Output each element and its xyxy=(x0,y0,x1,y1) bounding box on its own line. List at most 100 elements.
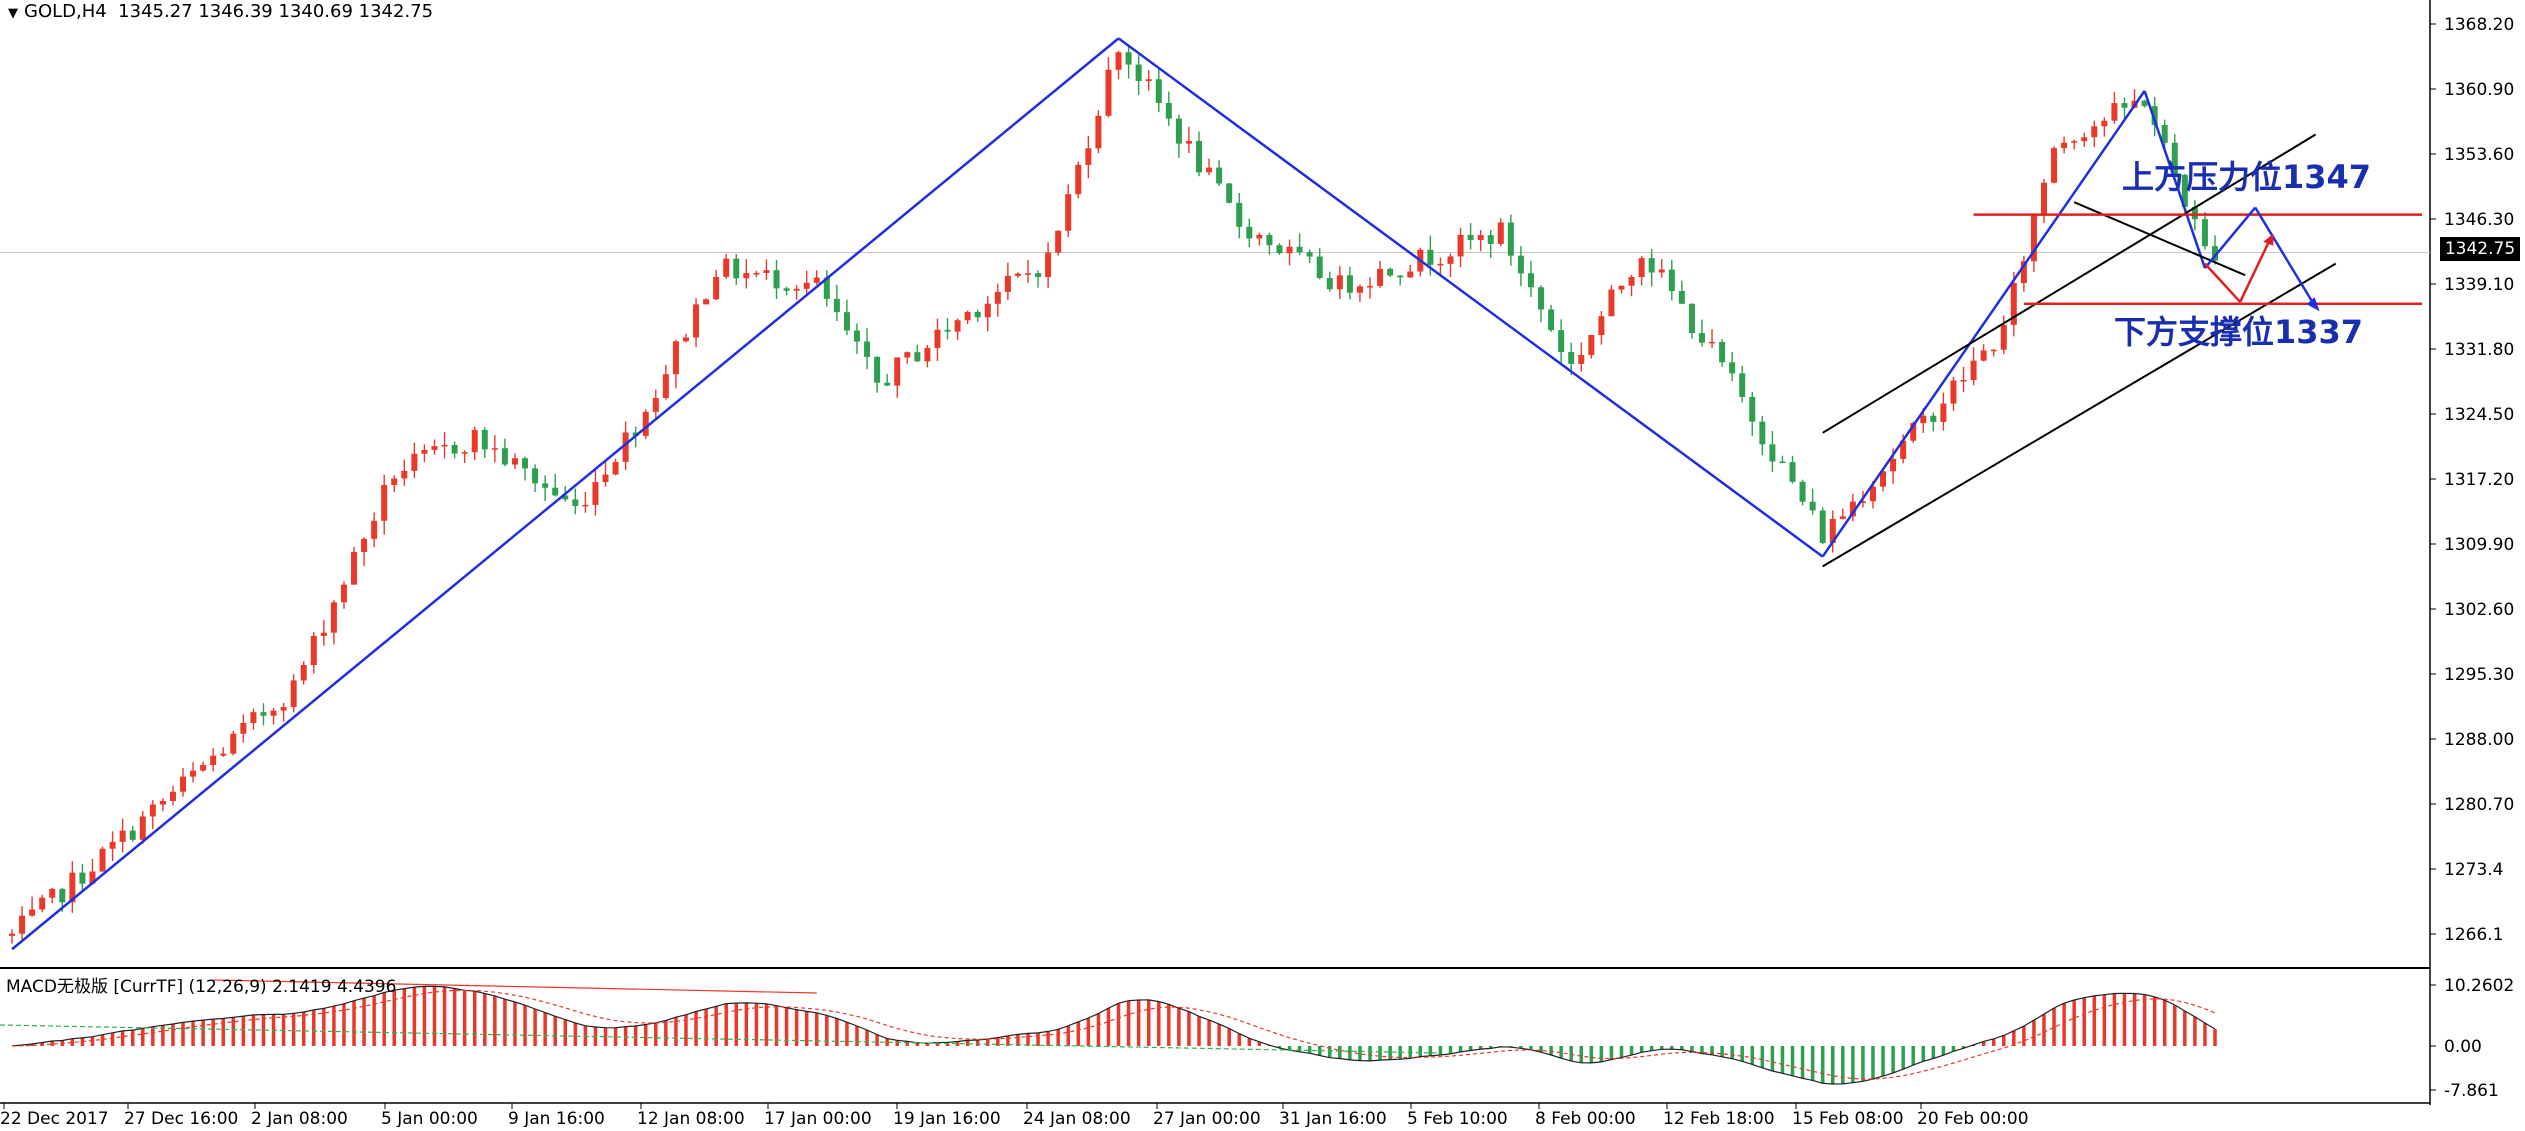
candle-body xyxy=(622,432,629,462)
x-tick-label: 19 Jan 16:00 xyxy=(893,1109,1001,1127)
candle-body xyxy=(421,449,428,454)
candle-body xyxy=(1487,235,1494,244)
candle-body xyxy=(1477,235,1484,240)
candle-body xyxy=(572,499,579,506)
candle-body xyxy=(1286,246,1293,254)
y-tick-label: 1302.60 xyxy=(2444,600,2514,620)
macd-tick-label: 0.00 xyxy=(2444,1037,2482,1057)
candle-body xyxy=(1165,102,1172,119)
candle-body xyxy=(793,288,800,291)
candle-body xyxy=(1135,64,1142,82)
candle-body xyxy=(1367,285,1374,288)
candle-body xyxy=(1910,423,1917,441)
candle-body xyxy=(2121,103,2128,108)
candle-body xyxy=(280,707,287,711)
macd-support-line xyxy=(0,1024,1441,1054)
candle-body xyxy=(1296,246,1303,253)
candle-body xyxy=(1527,273,1534,288)
candle-body xyxy=(773,270,780,289)
candle-body xyxy=(612,461,619,475)
x-tick-label: 22 Dec 2017 xyxy=(0,1109,109,1127)
candle-body xyxy=(682,337,689,342)
candle-body xyxy=(823,277,830,299)
candle-body xyxy=(1457,234,1464,257)
candle-body xyxy=(39,897,46,910)
candle-body xyxy=(783,288,790,291)
candle-body xyxy=(79,872,86,884)
candle-body xyxy=(1638,258,1645,277)
macd-signal-line xyxy=(11,989,2216,1080)
candle-body xyxy=(944,329,951,332)
candle-body xyxy=(1316,256,1323,279)
candle-body xyxy=(1719,341,1726,363)
candle-body xyxy=(1437,263,1444,266)
candle-body xyxy=(210,755,217,766)
candle-body xyxy=(1859,501,1866,503)
trend-line-up xyxy=(11,37,1120,951)
candle-body xyxy=(1206,167,1213,173)
x-tick-label: 27 Dec 16:00 xyxy=(124,1109,238,1127)
candle-body xyxy=(2081,137,2088,142)
candle-body xyxy=(1829,518,1836,544)
candle-body xyxy=(361,538,368,552)
candle-body xyxy=(260,712,267,716)
candle-body xyxy=(1799,481,1806,502)
candle-body xyxy=(1688,303,1695,334)
candle-body xyxy=(330,602,337,633)
candle-body xyxy=(481,429,488,450)
candle-body xyxy=(1588,335,1595,356)
candle-body xyxy=(542,483,549,488)
candle-body xyxy=(713,276,720,300)
candle-body xyxy=(240,722,247,734)
candle-body xyxy=(2000,324,2007,350)
y-tick-label: 1324.50 xyxy=(2444,405,2514,425)
candle-body xyxy=(351,551,358,585)
projection-up-segment xyxy=(2203,206,2257,269)
candle-body xyxy=(1950,380,1957,404)
candle-body xyxy=(491,448,498,450)
candle-body xyxy=(864,341,871,357)
macd-line xyxy=(11,985,2216,1085)
candle-body xyxy=(964,311,971,321)
candle-body xyxy=(642,411,649,436)
candle-body xyxy=(1507,222,1514,256)
y-tick-label: 1280.70 xyxy=(2444,795,2514,815)
candle-body xyxy=(1226,183,1233,203)
candle-body xyxy=(431,446,438,450)
candle-body xyxy=(139,816,146,840)
candle-body xyxy=(59,888,66,903)
candle-body xyxy=(904,352,911,358)
candle-body xyxy=(562,495,569,500)
candle-body xyxy=(1940,403,1947,422)
candle-body xyxy=(1035,273,1042,277)
candle-body xyxy=(1377,268,1384,286)
candle-body xyxy=(89,871,96,884)
candle-body xyxy=(582,504,589,507)
candle-body xyxy=(1890,458,1897,472)
y-tick-label: 1331.80 xyxy=(2444,340,2514,360)
candle-body xyxy=(1004,275,1011,292)
candle-body xyxy=(1739,373,1746,397)
candle-body xyxy=(1467,234,1474,240)
candle-body xyxy=(833,298,840,313)
y-tick-label: 1317.20 xyxy=(2444,470,2514,490)
candle-body xyxy=(1769,444,1776,462)
candle-body xyxy=(159,800,166,805)
y-tick-label: 1339.10 xyxy=(2444,275,2514,295)
candle-body xyxy=(1246,226,1253,239)
candle-body xyxy=(1115,52,1122,70)
macd-divergence-line xyxy=(213,979,817,994)
y-tick-label: 1266.1 xyxy=(2444,925,2503,945)
candle-body xyxy=(371,520,378,539)
candle-body xyxy=(1668,269,1675,291)
candle-body xyxy=(2111,103,2118,121)
candle-body xyxy=(180,776,187,792)
x-tick-label: 15 Feb 08:00 xyxy=(1792,1109,1904,1127)
candle-body xyxy=(1387,268,1394,276)
candle-body xyxy=(149,804,156,817)
candle-body xyxy=(109,841,116,849)
x-tick-label: 5 Feb 10:00 xyxy=(1407,1109,1508,1127)
collapse-triangle-icon[interactable]: ▼ xyxy=(8,6,18,21)
candle-body xyxy=(1789,462,1796,482)
candle-body xyxy=(843,312,850,331)
